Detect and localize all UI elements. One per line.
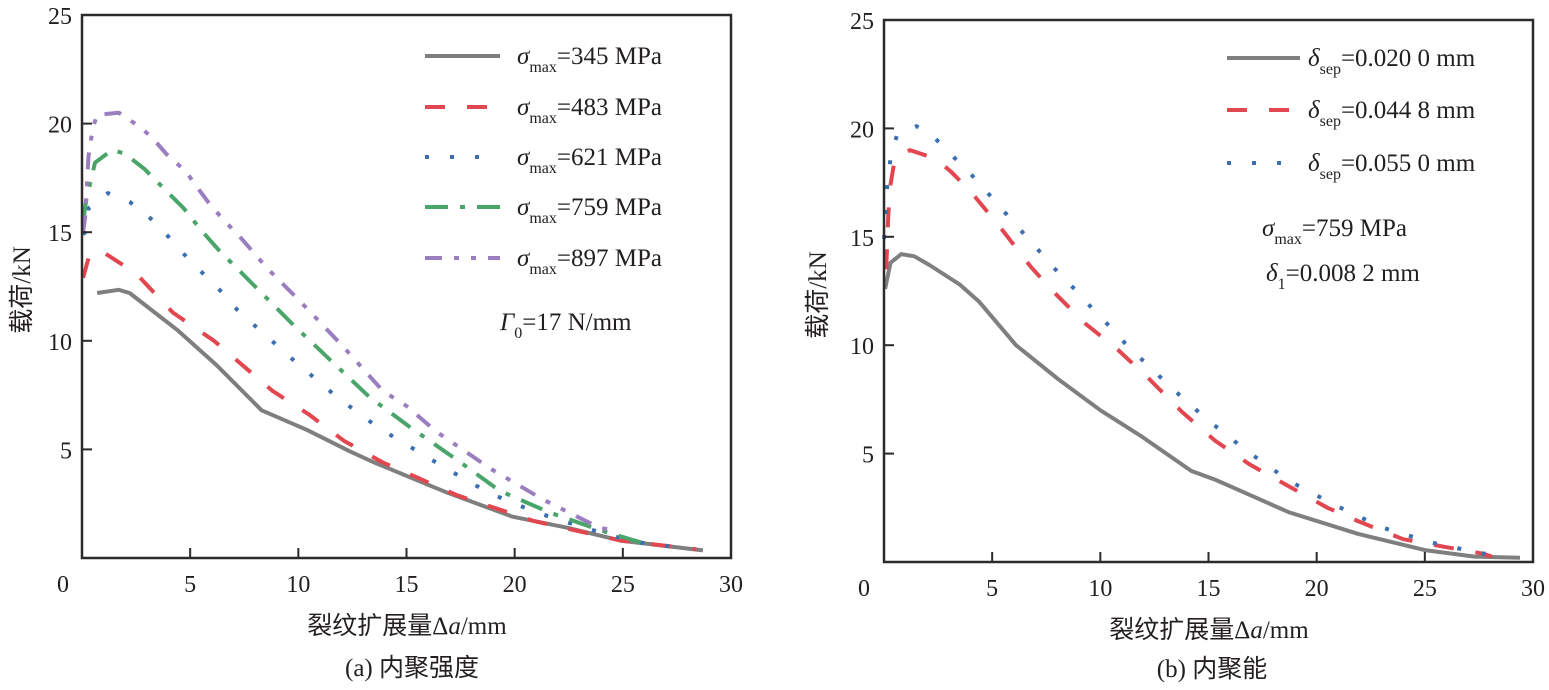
left-legend-label-4: σmax=897 MPa bbox=[517, 245, 662, 278]
right-legend-label-1: δsep=0.044 8 mm bbox=[1308, 97, 1476, 130]
left-legend-label-0: σmax=345 MPa bbox=[517, 43, 662, 76]
left-ytick-label: 5 bbox=[60, 438, 72, 464]
right-annotation-sigma: σmax=759 MPa bbox=[1262, 215, 1407, 248]
legend-subscript: max bbox=[529, 160, 557, 177]
right-xtick-label: 5 bbox=[986, 576, 998, 602]
right-legend-label-2: δsep=0.055 0 mm bbox=[1308, 150, 1476, 183]
left-origin-label: 0 bbox=[57, 572, 69, 598]
right-ytick-label: 5 bbox=[862, 443, 874, 469]
legend-value: =0.020 0 mm bbox=[1341, 45, 1476, 72]
right-ylabel: 载荷/kN bbox=[804, 251, 832, 339]
gamma-symbol: Γ bbox=[499, 309, 516, 336]
right-ytick-label: 15 bbox=[850, 226, 874, 252]
legend-symbol: σ bbox=[517, 245, 531, 272]
legend-symbol: δ bbox=[1308, 150, 1320, 177]
legend-value: =0.044 8 mm bbox=[1341, 97, 1476, 124]
left-series-line-0 bbox=[96, 287, 704, 553]
left-series-line-3 bbox=[81, 147, 643, 545]
right-xlabel-suffix: /mm bbox=[1263, 617, 1309, 644]
left-annotation-gamma: Γ0=17 N/mm bbox=[499, 309, 632, 342]
right-series-line-0 bbox=[883, 252, 1521, 560]
left-legend-label-3: σmax=759 MPa bbox=[517, 194, 662, 227]
gamma-value: =17 N/mm bbox=[522, 309, 632, 336]
sigma-sub: max bbox=[1274, 231, 1302, 248]
delta1-symbol: δ bbox=[1266, 260, 1278, 287]
legend-subscript: max bbox=[529, 261, 557, 278]
legend-value: =483 MPa bbox=[557, 94, 662, 121]
left-ytick-label: 15 bbox=[48, 221, 72, 247]
right-series-line-2 bbox=[882, 124, 1506, 558]
left-ytick-label: 10 bbox=[48, 330, 72, 356]
legend-subscript: sep bbox=[1320, 113, 1341, 130]
legend-value: =897 MPa bbox=[557, 245, 662, 272]
right-xtick-label: 10 bbox=[1088, 576, 1112, 602]
right-xtick-label: 30 bbox=[1521, 576, 1545, 602]
legend-value: =621 MPa bbox=[557, 144, 662, 171]
left-ytick-label: 20 bbox=[48, 113, 72, 139]
left-ylabel: 载荷/kN bbox=[8, 246, 36, 334]
right-xlabel-var: a bbox=[1250, 617, 1263, 644]
legend-symbol: σ bbox=[517, 94, 531, 121]
right-xtick-label: 15 bbox=[1197, 576, 1221, 602]
legend-subscript: sep bbox=[1320, 61, 1341, 78]
left-caption: (a) 内聚强度 bbox=[345, 654, 479, 682]
right-caption: (b) 内聚能 bbox=[1157, 655, 1267, 683]
legend-subscript: max bbox=[529, 210, 557, 227]
right-ytick-label: 10 bbox=[850, 334, 874, 360]
right-xlabel: 裂纹扩展量Δa/mm bbox=[1109, 616, 1309, 644]
left-legend-label-2: σmax=621 MPa bbox=[517, 144, 662, 177]
delta1-sub: 1 bbox=[1278, 276, 1286, 293]
right-origin-label: 0 bbox=[858, 576, 870, 602]
left-ticks: 5 10 15 20 25 30 5 10 15 20 25 bbox=[48, 4, 743, 598]
left-xtick-label: 15 bbox=[395, 572, 419, 598]
right-xtick-label: 20 bbox=[1305, 576, 1329, 602]
left-xtick-label: 25 bbox=[611, 572, 635, 598]
left-xlabel-suffix: /mm bbox=[461, 613, 507, 640]
right-xlabel-prefix: 裂纹扩展量Δ bbox=[1109, 616, 1250, 644]
sigma-symbol: σ bbox=[1262, 215, 1276, 242]
legend-symbol: σ bbox=[517, 43, 531, 70]
legend-value: =345 MPa bbox=[557, 43, 662, 70]
legend-symbol: σ bbox=[517, 194, 531, 221]
legend-symbol: δ bbox=[1308, 97, 1320, 124]
left-xlabel-prefix: 裂纹扩展量Δ bbox=[307, 612, 448, 640]
left-xtick-label: 5 bbox=[184, 572, 196, 598]
legend-subscript: max bbox=[529, 110, 557, 127]
legend-subscript: max bbox=[529, 59, 557, 76]
left-xtick-label: 20 bbox=[503, 572, 527, 598]
right-annotation-delta1: δ1=0.008 2 mm bbox=[1266, 260, 1420, 293]
left-xtick-label: 30 bbox=[719, 572, 743, 598]
legend-value: =759 MPa bbox=[557, 194, 662, 221]
right-ytick-label: 20 bbox=[850, 117, 874, 143]
delta1-value: =0.008 2 mm bbox=[1286, 260, 1421, 287]
left-series-layer bbox=[81, 110, 704, 553]
right-legend-label-0: δsep=0.020 0 mm bbox=[1308, 45, 1476, 78]
sigma-value: =759 MPa bbox=[1302, 215, 1407, 242]
left-legend-label-1: σmax=483 MPa bbox=[517, 94, 662, 127]
left-xlabel-var: a bbox=[448, 613, 461, 640]
legend-subscript: sep bbox=[1320, 166, 1341, 183]
left-ytick-label: 25 bbox=[48, 4, 72, 30]
legend-symbol: δ bbox=[1308, 45, 1320, 72]
right-series-line-1 bbox=[884, 148, 1493, 559]
left-series-line-1 bbox=[81, 247, 697, 552]
left-xtick-label: 10 bbox=[286, 572, 310, 598]
legend-value: =0.055 0 mm bbox=[1341, 150, 1476, 177]
right-xtick-label: 25 bbox=[1413, 576, 1437, 602]
right-series-layer bbox=[882, 124, 1521, 560]
left-xlabel: 裂纹扩展量Δa/mm bbox=[307, 612, 507, 640]
legend-symbol: σ bbox=[517, 144, 531, 171]
gamma-sub: 0 bbox=[514, 325, 522, 342]
right-ytick-label: 25 bbox=[850, 9, 874, 35]
